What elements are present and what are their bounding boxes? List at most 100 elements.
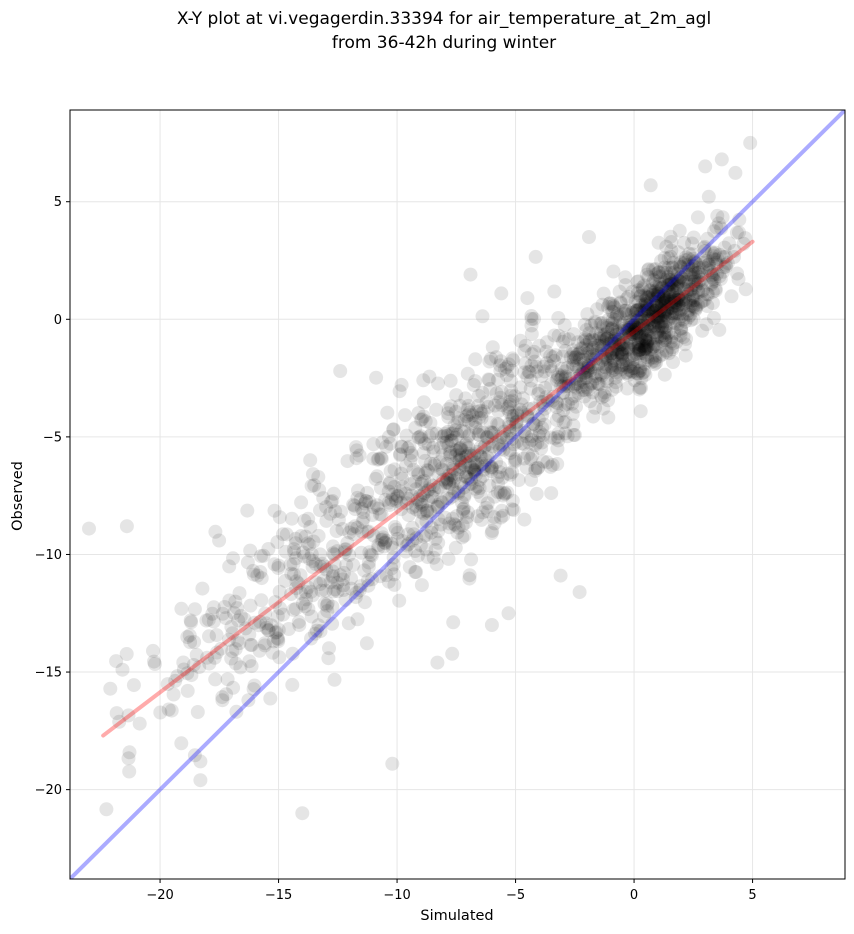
scatter-point <box>509 434 524 449</box>
scatter-point <box>464 476 479 491</box>
scatter-point <box>501 357 516 372</box>
scatter-point <box>658 332 672 347</box>
scatter-point <box>464 552 479 567</box>
scatter-point <box>217 600 232 614</box>
scatter-point <box>356 505 371 520</box>
scatter-point <box>288 601 303 616</box>
scatter-point <box>475 309 490 324</box>
scatter-point <box>605 350 620 365</box>
scatter-point <box>691 284 706 299</box>
scatter-point <box>243 637 258 652</box>
scatter-point <box>411 406 426 421</box>
chart-title-line-1: X-Y plot at vi.vegagerdin.33394 for air_… <box>177 9 711 29</box>
scatter-point <box>603 358 618 372</box>
scatter-point <box>684 268 699 283</box>
scatter-point <box>575 341 590 356</box>
scatter-point <box>458 469 473 484</box>
scatter-point <box>532 338 547 353</box>
scatter-point <box>602 336 617 351</box>
scatter-point <box>689 301 703 316</box>
scatter-point <box>487 516 502 531</box>
scatter-point <box>567 378 582 393</box>
scatter-point <box>493 354 508 369</box>
scatter-point <box>448 471 462 485</box>
scatter-point <box>691 265 706 280</box>
x-axis-ticks: −20 −15 −10 −5 0 5 <box>146 879 757 903</box>
scatter-point <box>709 255 724 270</box>
scatter-point <box>632 382 647 397</box>
scatter-point <box>505 351 520 366</box>
scatter-point <box>436 435 451 450</box>
scatter-point <box>447 517 462 532</box>
scatter-point <box>625 327 640 342</box>
scatter-point <box>268 625 283 640</box>
scatter-point <box>628 306 643 321</box>
scatter-point <box>591 377 606 392</box>
scatter-point <box>524 429 539 444</box>
scatter-point <box>659 330 674 345</box>
scatter-point <box>485 461 499 476</box>
scatter-point <box>464 472 478 487</box>
scatter-point <box>664 294 679 309</box>
scatter-point <box>427 458 442 473</box>
scatter-point <box>640 333 655 348</box>
scatter-point <box>594 390 609 405</box>
scatter-point <box>294 495 309 510</box>
scatter-point <box>652 318 667 333</box>
scatter-point <box>224 651 239 666</box>
scatter-point <box>567 388 582 403</box>
scatter-point <box>629 320 644 335</box>
scatter-point <box>369 370 384 385</box>
scatter-point <box>318 583 333 598</box>
scatter-point <box>361 578 376 593</box>
scatter-point <box>452 441 467 456</box>
scatter-point <box>454 443 469 458</box>
scatter-point <box>560 429 575 444</box>
scatter-point <box>326 546 341 561</box>
scatter-point <box>457 424 472 439</box>
scatter-point <box>381 495 396 510</box>
scatter-point <box>225 626 240 641</box>
scatter-point <box>215 693 230 708</box>
scatter-point <box>581 356 596 370</box>
scatter-point <box>682 246 697 261</box>
scatter-point <box>164 703 179 718</box>
scatter-point <box>510 414 524 429</box>
scatter-point <box>637 307 652 322</box>
scatter-point <box>629 347 644 362</box>
scatter-point <box>517 365 532 380</box>
scatter-point <box>355 524 369 539</box>
scatter-point <box>653 309 668 324</box>
scatter-point <box>285 677 300 692</box>
scatter-point <box>457 412 472 427</box>
scatter-point <box>319 513 334 528</box>
scatter-point <box>642 290 657 305</box>
scatter-point <box>420 484 435 498</box>
scatter-point <box>460 402 475 417</box>
scatter-point <box>482 354 497 369</box>
scatter-point <box>208 524 223 539</box>
scatter-point <box>685 288 700 303</box>
scatter-point <box>727 243 742 258</box>
scatter-point <box>640 318 654 333</box>
scatter-point <box>646 272 661 287</box>
scatter-point <box>462 405 477 420</box>
scatter-point <box>237 612 252 627</box>
scatter-point <box>491 404 506 419</box>
scatter-point <box>637 364 652 379</box>
scatter-point <box>716 264 731 279</box>
scatter-point <box>457 490 472 504</box>
scatter-point <box>657 320 672 335</box>
scatter-point <box>361 555 376 570</box>
scatter-point <box>651 286 666 301</box>
scatter-point <box>622 359 637 374</box>
scatter-point <box>475 456 490 471</box>
scatter-point <box>261 623 276 638</box>
scatter-point <box>229 704 244 719</box>
scatter-point <box>454 424 469 438</box>
scatter-point <box>662 294 677 309</box>
scatter-point <box>339 542 354 557</box>
scatter-point <box>627 341 642 356</box>
scatter-point <box>503 446 518 461</box>
scatter-point <box>263 691 278 706</box>
